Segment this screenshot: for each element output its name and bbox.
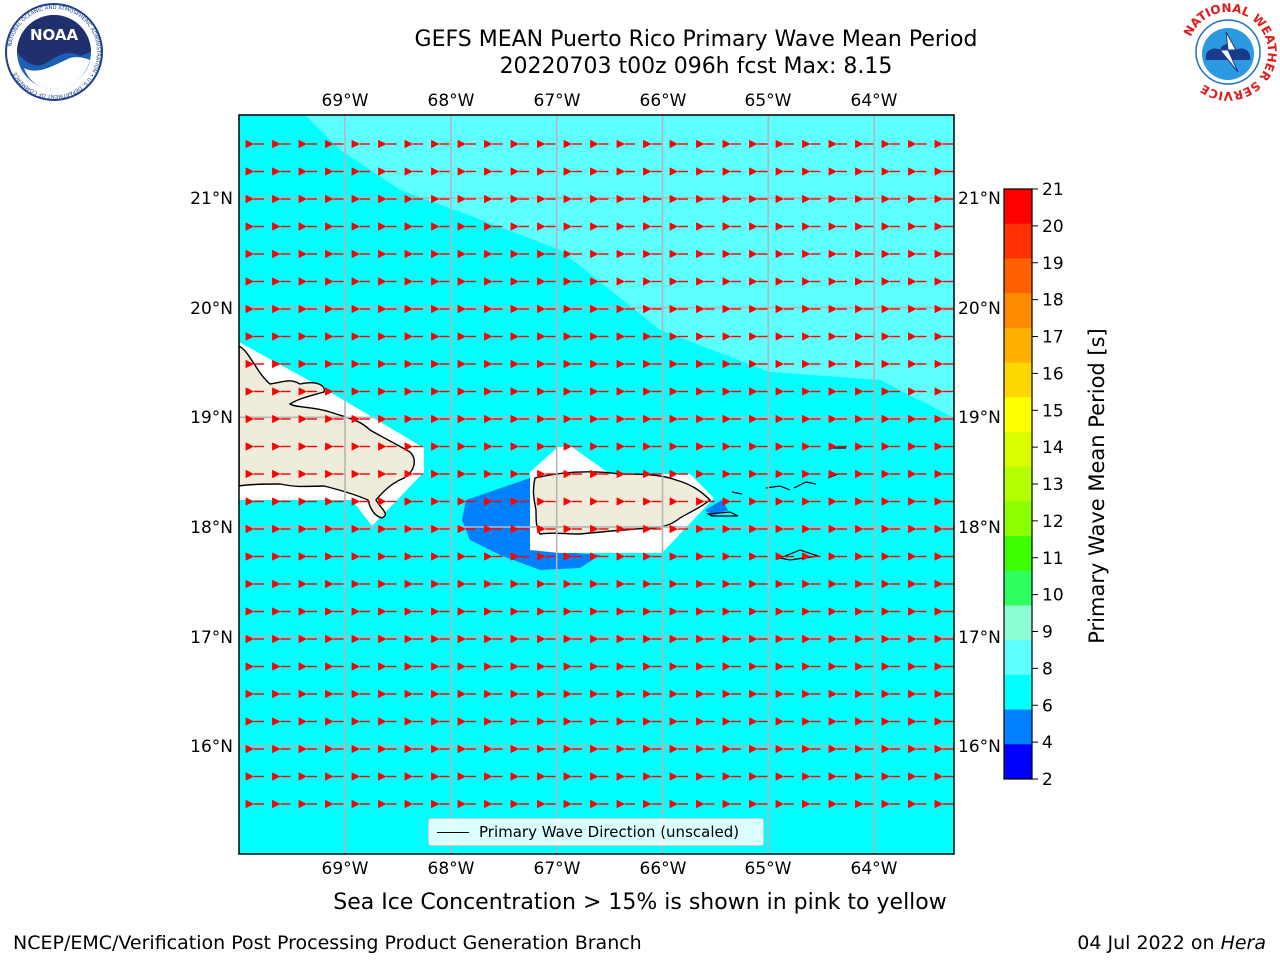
- lat-label: 19°N: [958, 408, 1001, 428]
- lon-label: 67°W: [534, 91, 581, 111]
- lat-label: 17°N: [190, 628, 233, 648]
- colorbar-segment: [1004, 501, 1032, 537]
- footer-machine: Hera: [1220, 932, 1266, 954]
- colorbar-segment: [1004, 293, 1032, 329]
- legend: Primary Wave Direction (unscaled): [428, 818, 764, 846]
- lon-label: 68°W: [428, 91, 475, 111]
- lat-label: 18°N: [958, 518, 1001, 538]
- colorbar-tick-label: 12: [1042, 512, 1064, 532]
- noaa-logo-text: NOAA: [30, 26, 79, 44]
- lat-label: 16°N: [190, 737, 233, 757]
- map-area: [239, 115, 954, 854]
- colorbar-segment: [1004, 744, 1032, 780]
- footer-date: 04 Jul 2022 on Hera: [1077, 932, 1266, 954]
- colorbar-tick-label: 2: [1042, 770, 1053, 790]
- colorbar-segment: [1004, 223, 1032, 259]
- colorbar-segment: [1004, 640, 1032, 676]
- colorbar-tick-label: 17: [1042, 328, 1064, 348]
- lat-labels-right: 21°N 20°N 19°N 18°N 17°N 16°N: [958, 189, 1001, 757]
- chart-subtitle: 20220703 t00z 096h fcst Max: 8.15: [499, 54, 893, 79]
- colorbar-segment: [1004, 674, 1032, 711]
- noaa-logo-icon: NOAA NATIONAL OCEANIC AND ATMOSPHERIC AD…: [5, 3, 103, 101]
- colorbar-segment: [1004, 466, 1032, 502]
- legend-label: Primary Wave Direction (unscaled): [479, 823, 740, 841]
- lat-label: 20°N: [958, 299, 1001, 319]
- colorbar-label: Primary Wave Mean Period [s]: [1085, 328, 1109, 644]
- colorbar-tick-label: 6: [1042, 696, 1053, 716]
- colorbar-segment: [1004, 397, 1032, 433]
- colorbar-tick-label: 4: [1042, 733, 1053, 753]
- chart-title: GEFS MEAN Puerto Rico Primary Wave Mean …: [414, 27, 978, 52]
- period-field-8-9: [305, 115, 954, 418]
- colorbar: 21 20 19 18 17 16 15 14 13 12 11 10 9 8 6 4 2: [1003, 180, 1064, 790]
- colorbar-segment: [1004, 605, 1032, 641]
- colorbar-segment: [1004, 362, 1032, 398]
- lat-label: 17°N: [958, 628, 1001, 648]
- lon-label: 64°W: [851, 859, 898, 879]
- lon-label: 65°W: [745, 859, 792, 879]
- colorbar-segment: [1004, 431, 1032, 468]
- lon-label: 65°W: [745, 91, 792, 111]
- lat-label: 18°N: [190, 518, 233, 538]
- lon-label: 66°W: [640, 91, 687, 111]
- lon-label: 64°W: [851, 91, 898, 111]
- colorbar-tick-label: 13: [1042, 475, 1064, 495]
- lon-labels-top: 69°W 68°W 67°W 66°W 65°W 64°W: [322, 91, 898, 111]
- colorbar-segment: [1004, 327, 1032, 364]
- lon-label: 69°W: [322, 859, 369, 879]
- lat-label: 16°N: [958, 737, 1001, 757]
- colorbar-tick-label: 10: [1042, 586, 1064, 606]
- lat-label: 19°N: [190, 408, 233, 428]
- colorbar-tick-label: 19: [1042, 254, 1064, 274]
- nws-logo-icon: NATIONAL WEATHER SERVICE: [1180, 2, 1278, 102]
- colorbar-tick-label: 14: [1042, 438, 1064, 458]
- lat-label: 20°N: [190, 299, 233, 319]
- colorbar-segment: [1004, 189, 1032, 225]
- colorbar-segment: [1004, 709, 1032, 745]
- lon-labels-bottom: 69°W 68°W 67°W 66°W 65°W 64°W: [322, 859, 898, 879]
- lat-labels-left: 21°N 20°N 19°N 18°N 17°N 16°N: [190, 189, 233, 757]
- colorbar-tick-label: 16: [1042, 364, 1064, 384]
- colorbar-tick-label: 20: [1042, 217, 1064, 237]
- colorbar-tick-label: 11: [1042, 549, 1064, 569]
- colorbar-tick-label: 21: [1042, 180, 1064, 200]
- wave-direction-arrows: [245, 139, 953, 809]
- colorbar-segment: [1004, 536, 1032, 572]
- colorbar-tick-label: 15: [1042, 401, 1064, 421]
- sea-ice-note: Sea Ice Concentration > 15% is shown in …: [333, 890, 947, 915]
- lon-label: 69°W: [322, 91, 369, 111]
- colorbar-tick-label: 8: [1042, 659, 1053, 679]
- colorbar-segment: [1004, 258, 1032, 294]
- lon-label: 66°W: [640, 859, 687, 879]
- lon-label: 68°W: [428, 859, 475, 879]
- land-hispaniola: [239, 345, 415, 519]
- footer-date-text: 04 Jul 2022 on: [1077, 932, 1221, 954]
- legend-line-icon: [437, 831, 469, 833]
- lat-label: 21°N: [958, 189, 1001, 209]
- map-frame: [238, 114, 955, 855]
- colorbar-tick-label: 18: [1042, 291, 1064, 311]
- colorbar-segment: [1004, 570, 1032, 606]
- period-field-4-6-east: [705, 500, 728, 516]
- lat-label: 21°N: [190, 189, 233, 209]
- lon-label: 67°W: [534, 859, 581, 879]
- footer-branch: NCEP/EMC/Verification Post Processing Pr…: [13, 932, 642, 954]
- colorbar-tick-label: 9: [1042, 623, 1053, 643]
